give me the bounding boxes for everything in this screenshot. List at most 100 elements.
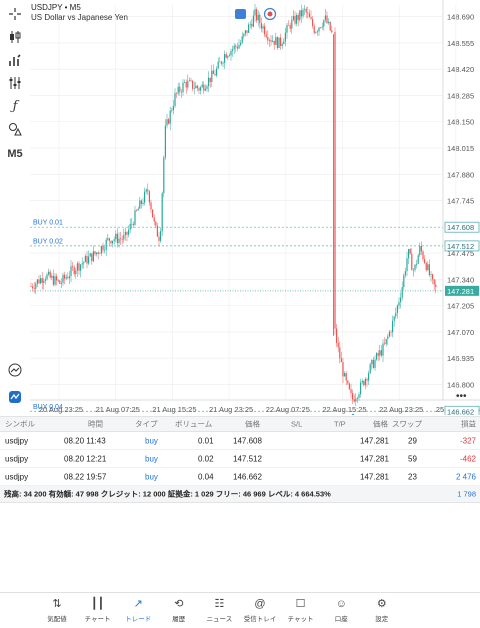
candle-body [401, 287, 403, 298]
col-profit[interactable]: 損益 [461, 419, 476, 429]
candle-body [129, 223, 131, 230]
candle-body [131, 223, 133, 225]
col-tp[interactable]: T/P [334, 419, 346, 429]
nav-label: 履歴 [172, 616, 186, 623]
event-marker-icon [235, 9, 246, 19]
candle-body [70, 266, 72, 277]
candle-body [355, 398, 357, 402]
crosshair-icon[interactable] [4, 4, 26, 24]
col-type[interactable]: タイプ [135, 419, 158, 429]
candle-body [220, 61, 222, 64]
current-price-box [445, 285, 479, 296]
candle-body [360, 382, 362, 395]
col-current-price[interactable]: 価格 [373, 419, 388, 429]
candle-body [350, 389, 352, 394]
candle-body [264, 26, 266, 35]
candle-body [72, 266, 74, 268]
nav-item-account[interactable]: ☺ 口座 [321, 597, 361, 623]
candle-body [336, 328, 338, 343]
candle-body [36, 279, 38, 284]
candle-body [224, 54, 226, 63]
table-row[interactable]: usdjpy 08.20 11:43 buy 0.01 147.608 147.… [0, 432, 480, 450]
nav-item-settings[interactable]: ⚙ 設定 [362, 597, 402, 623]
candle-body [385, 339, 387, 345]
settings-sliders-icon[interactable] [4, 73, 26, 93]
order-line-label: BUY 0.02 [33, 238, 63, 245]
candle-body [161, 193, 163, 232]
nav-item-trade[interactable]: ↗ トレード [118, 597, 158, 623]
price-tick-label: 148.285 [447, 91, 474, 100]
candle-body [395, 312, 397, 317]
candle-body [368, 373, 370, 381]
col-volume[interactable]: ボリューム [175, 419, 213, 429]
function-icon[interactable]: ƒ [12, 98, 18, 114]
candle-body [321, 26, 323, 28]
table-row[interactable]: usdjpy 08.20 12:21 buy 0.02 147.512 147.… [0, 450, 480, 468]
candle-body [152, 209, 154, 218]
candle-body [216, 68, 218, 76]
row-symbol: usdjpy [5, 436, 29, 445]
col-time[interactable]: 時間 [88, 419, 103, 429]
candle-body [62, 274, 64, 283]
candle-body [100, 245, 102, 254]
candle-body [286, 25, 288, 33]
candle-body [403, 275, 405, 288]
candlestick-icon[interactable] [4, 27, 26, 47]
candle-body [238, 45, 240, 49]
candle-body [46, 274, 48, 280]
candle-body [273, 40, 275, 45]
candle-body [158, 236, 160, 241]
candle-body [243, 33, 245, 37]
nav-item-chat[interactable]: ☐ チャット [281, 597, 321, 623]
candle-body [128, 229, 130, 235]
col-symbol[interactable]: シンボル [5, 419, 35, 429]
candle-body [296, 14, 298, 24]
indicators-icon[interactable] [4, 50, 26, 70]
price-tick-label: 148.690 [447, 13, 474, 22]
order-price-label: 146.662 [447, 407, 474, 415]
order-price-label: 147.512 [447, 242, 474, 251]
nav-item-history[interactable]: ⟲ 履歴 [159, 597, 199, 623]
candle-body [124, 231, 126, 236]
nav-label: 気配値 [47, 616, 67, 623]
col-price[interactable]: 価格 [245, 419, 260, 429]
nav-item-chart[interactable]: ┃┃ チャート [78, 597, 118, 623]
candle-body [126, 231, 128, 235]
candle-body [409, 249, 411, 254]
nav-item-news[interactable]: ☷ ニュース [199, 597, 239, 623]
nav-item-quotes[interactable]: ⇅ 気配値 [37, 597, 77, 623]
nav-label: 口座 [334, 616, 348, 623]
candle-body [246, 30, 248, 33]
candle-body [398, 302, 400, 306]
candle-body [233, 45, 235, 50]
candle-body [65, 277, 67, 279]
candle-body [292, 15, 294, 20]
price-tick-label: 147.745 [447, 197, 474, 206]
more-icon[interactable]: ••• [456, 391, 467, 402]
row-symbol: usdjpy [5, 472, 29, 481]
candle-body [132, 223, 134, 225]
account-icon: ☺ [335, 598, 347, 610]
table-row[interactable]: usdjpy 08.22 19:57 buy 0.04 146.662 147.… [0, 468, 480, 486]
candle-body [315, 32, 317, 33]
col-swap[interactable]: スワップ [392, 419, 422, 429]
chart-area[interactable]: 148.690 148.555 148.420 148.285 148.150 148.0… [0, 0, 480, 415]
candle-body [257, 14, 259, 21]
candle-body [259, 14, 261, 24]
nav-item-mailbox[interactable]: @ 受信トレイ [240, 597, 280, 623]
col-sl[interactable]: S/L [291, 419, 303, 429]
row-profit: 2 476 [455, 472, 476, 481]
timeframe-button[interactable]: M5 [7, 148, 23, 160]
candle-body [153, 217, 155, 222]
candle-body [214, 73, 216, 76]
objects-icon[interactable] [4, 119, 26, 139]
clock-icon[interactable] [4, 360, 26, 380]
candle-body [411, 253, 413, 271]
candle-body [382, 343, 384, 356]
price-chart[interactable]: 148.690 148.555 148.420 148.285 148.150 148.0… [0, 0, 480, 415]
candle-body [329, 21, 331, 31]
row-swap: 59 [408, 454, 417, 463]
candle-body [308, 13, 310, 18]
metatrader-icon[interactable] [4, 387, 26, 407]
candle-body [96, 252, 98, 255]
